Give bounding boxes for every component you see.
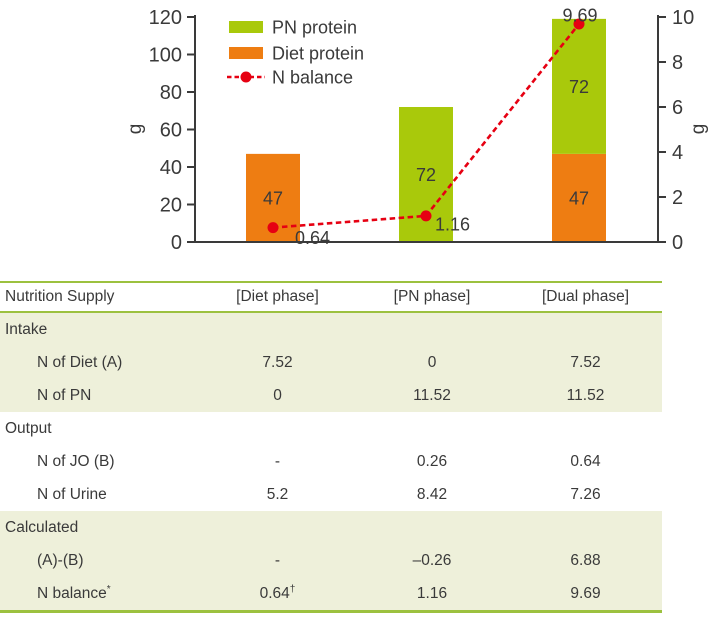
cell-value: 0.64† bbox=[259, 583, 296, 602]
n-balance-point-label: 0.64 bbox=[295, 228, 330, 248]
nutrition-supply-table: Nutrition Supply [Diet phase] [PN phase]… bbox=[0, 281, 662, 613]
n-balance-point bbox=[267, 222, 279, 234]
cell-value: 8.42 bbox=[416, 485, 448, 503]
table-data-row: N of JO (B) - 0.26 0.64 bbox=[0, 445, 662, 478]
cell-value: - bbox=[274, 551, 281, 569]
row-label: N balance* bbox=[37, 583, 111, 602]
cell-value: 0 bbox=[427, 353, 437, 371]
left-axis-tick-label: 80 bbox=[160, 82, 182, 104]
cell-value: 0.26 bbox=[416, 452, 448, 470]
row-label: N of Urine bbox=[37, 485, 107, 503]
table-data-row: N balance* 0.64† 1.16 9.69 bbox=[0, 577, 662, 610]
bar-value-label: 47 bbox=[263, 188, 283, 208]
right-axis-tick-label: 8 bbox=[672, 52, 683, 74]
table-data-row: N of Diet (A) 7.52 0 7.52 bbox=[0, 346, 662, 379]
table-data-row: N of Urine 5.2 8.42 7.26 bbox=[0, 478, 662, 511]
cell-value: 1.16 bbox=[416, 584, 448, 602]
left-axis-title: g bbox=[125, 124, 146, 135]
right-axis-title: g bbox=[688, 124, 709, 135]
table-data-row: N of PN 0 11.52 11.52 bbox=[0, 379, 662, 412]
legend-swatch-diet-protein bbox=[229, 47, 263, 59]
cell-value: 11.52 bbox=[566, 386, 605, 404]
cell-value: 5.2 bbox=[266, 485, 289, 503]
bar-segment-pn-protein bbox=[552, 18, 606, 154]
table-body: Intake N of Diet (A) 7.52 0 7.52 N of PN 0 11.5… bbox=[0, 313, 662, 610]
section-label: Intake bbox=[5, 320, 48, 338]
table-header-row: Nutrition Supply [Diet phase] [PN phase]… bbox=[0, 283, 662, 311]
stacked-bar-line-chart-svg: 47 72 47 72 0 20 40 60 80 100 120 0 2 4 6 8 10 g g 0.64 1.16… bbox=[125, 5, 709, 254]
cell-value: 11.52 bbox=[413, 386, 451, 404]
legend-swatch-pn-protein bbox=[229, 21, 263, 33]
left-axis-tick-label: 100 bbox=[149, 45, 182, 67]
cell-value: - bbox=[274, 452, 281, 470]
table-bottom-rule bbox=[0, 610, 662, 613]
table-header-dual-phase: [Dual phase] bbox=[541, 288, 630, 305]
cell-value: 0.64 bbox=[570, 452, 601, 470]
bar-value-label: 72 bbox=[416, 165, 436, 185]
bar-segment-diet-protein bbox=[552, 153, 606, 242]
right-axis-tick-label: 10 bbox=[672, 7, 694, 29]
table-section-row: Output bbox=[0, 412, 662, 445]
left-axis-tick-label: 0 bbox=[171, 232, 182, 254]
right-axis-tick-label: 0 bbox=[672, 232, 683, 254]
legend-label: Diet protein bbox=[272, 43, 364, 63]
bar-value-label: 72 bbox=[569, 77, 589, 97]
right-axis-tick-label: 4 bbox=[672, 142, 683, 164]
table-data-row: (A)-(B) - –0.26 6.88 bbox=[0, 544, 662, 577]
table-header-pn-phase: [PN phase] bbox=[393, 288, 471, 305]
left-axis-tick-label: 120 bbox=[149, 7, 182, 29]
legend-line-dot bbox=[240, 71, 252, 83]
table-header-nutrition-supply: Nutrition Supply bbox=[5, 288, 115, 305]
nitrogen-balance-chart: 47 72 47 72 0 20 40 60 80 100 120 0 2 4 6 8 10 g g 0.64 1.16… bbox=[0, 0, 716, 272]
right-axis-tick-label: 2 bbox=[672, 187, 683, 209]
table-section-row: Calculated bbox=[0, 511, 662, 544]
cell-value: 7.52 bbox=[570, 353, 601, 371]
left-axis-tick-label: 60 bbox=[160, 120, 182, 142]
table-header-rule bbox=[0, 311, 662, 313]
n-balance-point bbox=[573, 18, 585, 30]
row-label: N of JO (B) bbox=[37, 452, 115, 470]
section-label: Output bbox=[5, 419, 52, 437]
cell-value: 7.52 bbox=[262, 353, 293, 371]
legend-label: N balance bbox=[272, 67, 353, 87]
left-axis-tick-label: 20 bbox=[160, 195, 182, 217]
section-label: Calculated bbox=[5, 518, 79, 536]
cell-value: 7.26 bbox=[570, 485, 601, 503]
row-label: (A)-(B) bbox=[37, 551, 84, 569]
n-balance-point bbox=[420, 210, 432, 222]
row-label: N of Diet (A) bbox=[37, 353, 123, 371]
table-section-row: Intake bbox=[0, 313, 662, 346]
cell-value: 6.88 bbox=[570, 551, 601, 569]
right-axis-tick-label: 6 bbox=[672, 97, 683, 119]
table-header-diet-phase: [Diet phase] bbox=[236, 288, 319, 305]
n-balance-point-label: 9.69 bbox=[562, 5, 597, 25]
n-balance-point-label: 1.16 bbox=[435, 214, 470, 234]
cell-value: –0.26 bbox=[412, 551, 452, 569]
cell-value: 0 bbox=[273, 386, 282, 404]
left-axis-tick-label: 40 bbox=[160, 157, 182, 179]
legend-label: PN protein bbox=[272, 17, 357, 37]
row-label: N of PN bbox=[37, 386, 92, 404]
cell-value: 9.69 bbox=[570, 584, 601, 602]
bar-value-label: 47 bbox=[569, 188, 589, 208]
